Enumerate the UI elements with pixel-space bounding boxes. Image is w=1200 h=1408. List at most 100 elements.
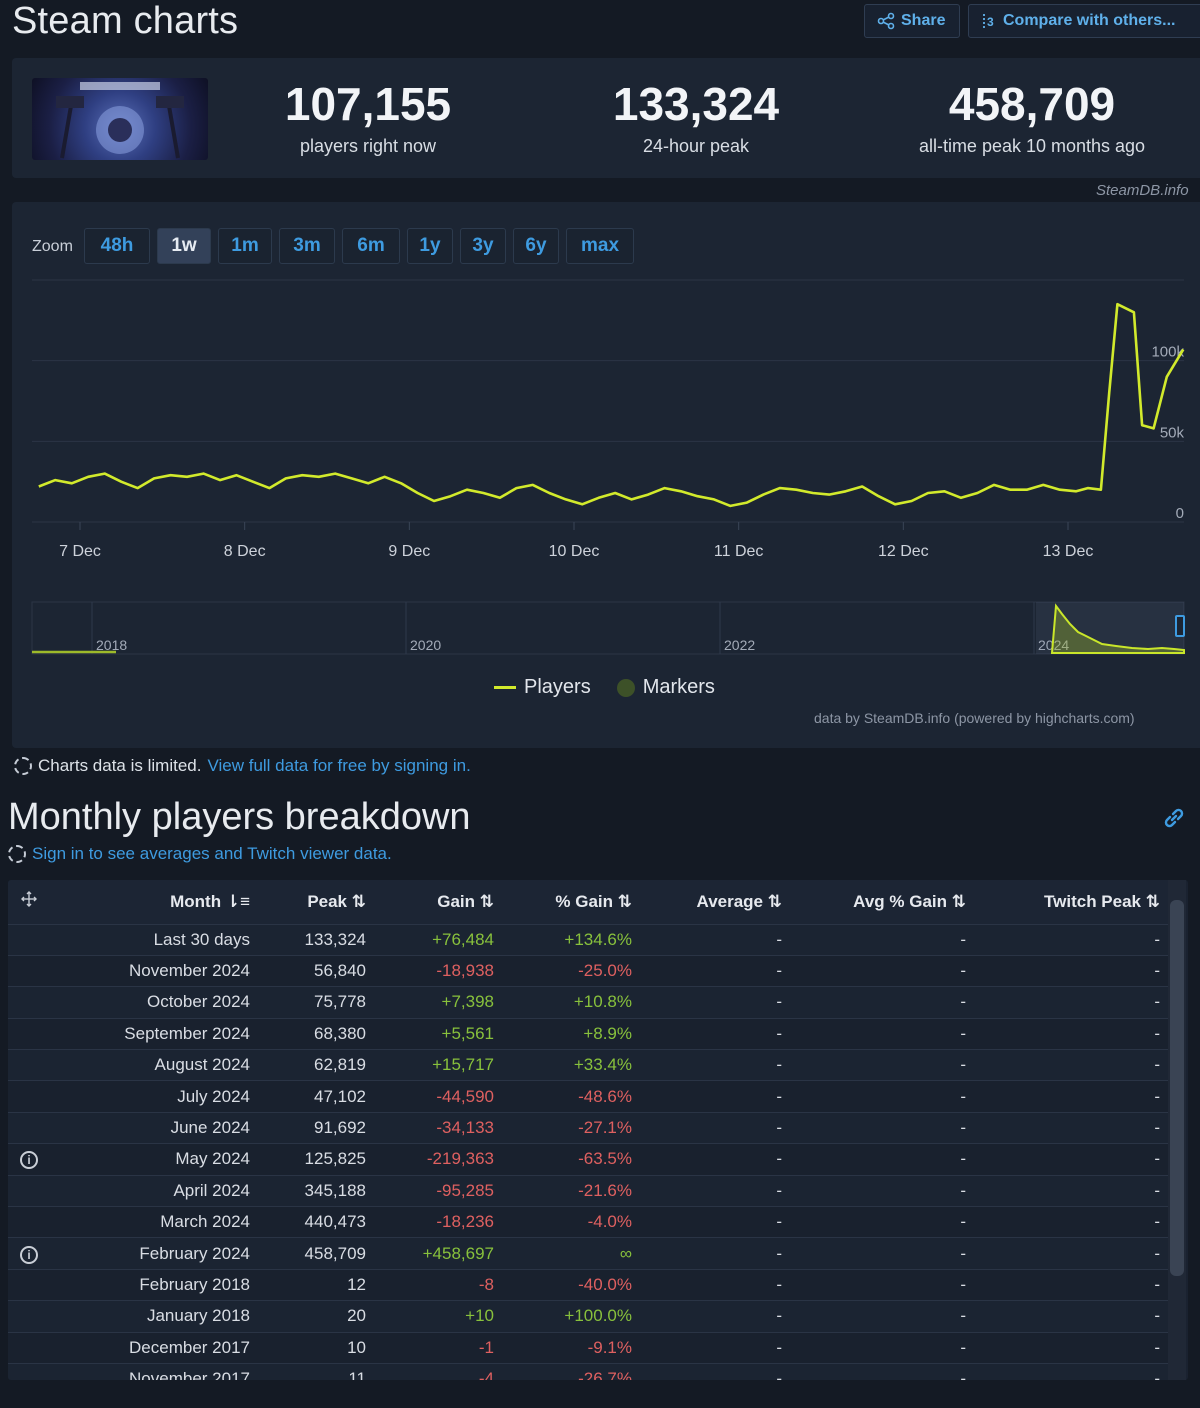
table-row: November 2024 56,840 -18,938 -25.0% - - - (8, 954, 1168, 987)
navigator-box[interactable] (31, 601, 1185, 655)
view-full-data-link[interactable]: View full data for free by signing in. (207, 756, 471, 775)
players-now-label: players right now (299, 136, 437, 156)
average-cell: - (640, 1300, 790, 1333)
x-tick-label: 9 Dec (388, 543, 430, 560)
col-gain-label: Gain (437, 891, 476, 911)
x-tick-label: 8 Dec (224, 543, 266, 560)
zoom-48h-button[interactable]: 48h (84, 228, 150, 264)
peak-24h-value: 133,324 (612, 78, 780, 130)
signin-link[interactable]: Sign in to see averages and Twitch viewe… (32, 844, 392, 863)
drag-handle-header[interactable] (8, 880, 50, 924)
twitch-peak-cell: - (974, 1206, 1168, 1238)
pct-gain-cell: ∞ (502, 1237, 640, 1270)
zoom-6m-button[interactable]: 6m (342, 228, 400, 264)
month-cell: Last 30 days (50, 923, 258, 956)
zoom-1m-button[interactable]: 1m (218, 228, 272, 264)
month-cell: February 2018 (50, 1268, 258, 1301)
col-twitch-peak[interactable]: Twitch Peak ⇅ (974, 880, 1168, 924)
zoom-1y-button[interactable]: 1y (407, 228, 453, 264)
table-row: July 2024 47,102 -44,590 -48.6% - - - (8, 1080, 1168, 1113)
col-avg-pct-gain[interactable]: Avg % Gain ⇅ (790, 880, 974, 924)
col-average[interactable]: Average ⇅ (640, 880, 790, 924)
gain-cell: -18,938 (374, 954, 502, 987)
x-tick-label: 12 Dec (878, 543, 929, 560)
row-info-cell (8, 1268, 50, 1301)
peak-cell: 91,692 (258, 1111, 374, 1144)
game-thumbnail[interactable] (32, 78, 208, 160)
table-row: January 2018 20 +10 +100.0% - - - (8, 1300, 1168, 1333)
compare-label: Compare with others... (1003, 12, 1176, 29)
month-cell: November 2017 (50, 1362, 258, 1380)
signin-notice: Sign in to see averages and Twitch viewe… (8, 844, 392, 864)
share-icon (877, 12, 895, 30)
gain-cell: -44,590 (374, 1080, 502, 1113)
col-peak[interactable]: Peak ⇅ (258, 880, 374, 924)
loading-circle-icon (8, 845, 26, 863)
row-info-cell (8, 1174, 50, 1207)
navigator-handle[interactable] (1175, 615, 1185, 637)
zoom-1w-button[interactable]: 1w (157, 228, 211, 264)
gain-cell: -4 (374, 1362, 502, 1380)
table-row: i May 2024 125,825 -219,363 -63.5% - - - (8, 1143, 1168, 1176)
y-tick-label: 50k (1160, 424, 1185, 441)
info-icon[interactable]: i (20, 1245, 38, 1264)
row-info-cell (8, 1049, 50, 1081)
players-line-swatch (494, 686, 516, 689)
peak-cell: 62,819 (258, 1049, 374, 1081)
gain-cell: -1 (374, 1331, 502, 1364)
month-cell: March 2024 (50, 1206, 258, 1238)
pct-gain-cell: -27.1% (502, 1111, 640, 1144)
peak-cell: 10 (258, 1331, 374, 1364)
zoom-3m-button[interactable]: 3m (279, 228, 335, 264)
row-info-cell (8, 954, 50, 987)
col-gain[interactable]: Gain ⇅ (374, 880, 502, 924)
gain-cell: +458,697 (374, 1237, 502, 1270)
row-info-cell (8, 1017, 50, 1050)
highcharts-credit[interactable]: data by SteamDB.info (powered by highcha… (814, 710, 1135, 726)
zoom-3y-button[interactable]: 3y (460, 228, 506, 264)
sort-icon: ⇅ (1145, 891, 1160, 911)
info-icon[interactable]: i (20, 1151, 38, 1170)
table-row: Last 30 days 133,324 +76,484 +134.6% - - - (8, 923, 1168, 956)
peak-24h-label: 24-hour peak (642, 136, 750, 156)
pct-gain-cell: -40.0% (502, 1268, 640, 1301)
col-pct-gain[interactable]: % Gain ⇅ (502, 880, 640, 924)
table-row: September 2024 68,380 +5,561 +8.9% - - - (8, 1017, 1168, 1050)
average-cell: - (640, 1174, 790, 1207)
avg-pct-gain-cell: - (790, 986, 974, 1019)
table-row: i February 2024 458,709 +458,697 ∞ - - - (8, 1237, 1168, 1270)
average-cell: - (640, 1237, 790, 1270)
month-cell: April 2024 (50, 1174, 258, 1207)
compare-button[interactable]: 3 Compare with others... (968, 4, 1200, 38)
legend-players[interactable]: Players (494, 676, 591, 699)
average-cell: - (640, 1111, 790, 1144)
row-info-cell (8, 1080, 50, 1113)
zoom-6y-button[interactable]: 6y (513, 228, 559, 264)
y-tick-label: 0 (1176, 505, 1184, 522)
col-month[interactable]: Month ⇂≡ (50, 880, 258, 924)
col-peak-label: Peak (307, 891, 348, 911)
row-info-cell (8, 1331, 50, 1364)
players-series-line[interactable] (38, 302, 1185, 508)
peak-cell: 458,709 (258, 1237, 374, 1270)
share-button[interactable]: Share (864, 4, 960, 38)
col-pct-gain-label: % Gain (555, 891, 614, 911)
gain-cell: +15,717 (374, 1049, 502, 1081)
legend-markers[interactable]: Markers (616, 676, 715, 699)
month-cell: February 2024 (50, 1237, 258, 1270)
link-icon[interactable] (1160, 804, 1188, 832)
col-month-label: Month (170, 891, 222, 911)
gain-cell: +10 (374, 1300, 502, 1333)
gain-cell: -8 (374, 1268, 502, 1301)
breakdown-table-container: Month ⇂≡ Peak ⇅ Gain ⇅ % Gain ⇅ Average … (8, 880, 1188, 1380)
steamdb-credit[interactable]: SteamDB.info (1096, 182, 1189, 199)
zoom-max-button[interactable]: max (566, 228, 634, 264)
x-tick-label: 7 Dec (59, 543, 101, 560)
loading-circle-icon (14, 757, 32, 775)
player-chart[interactable]: 0 50k 100k 7 Dec 8 Dec 9 Dec 10 Dec 11 Dec 12 De… (12, 202, 1200, 672)
row-info-cell (8, 1300, 50, 1333)
peak-cell: 11 (258, 1362, 374, 1380)
breakdown-title: Monthly players breakdown (8, 796, 471, 838)
zoom-label: Zoom (32, 238, 73, 255)
table-scrollbar-thumb[interactable] (1170, 900, 1184, 1276)
